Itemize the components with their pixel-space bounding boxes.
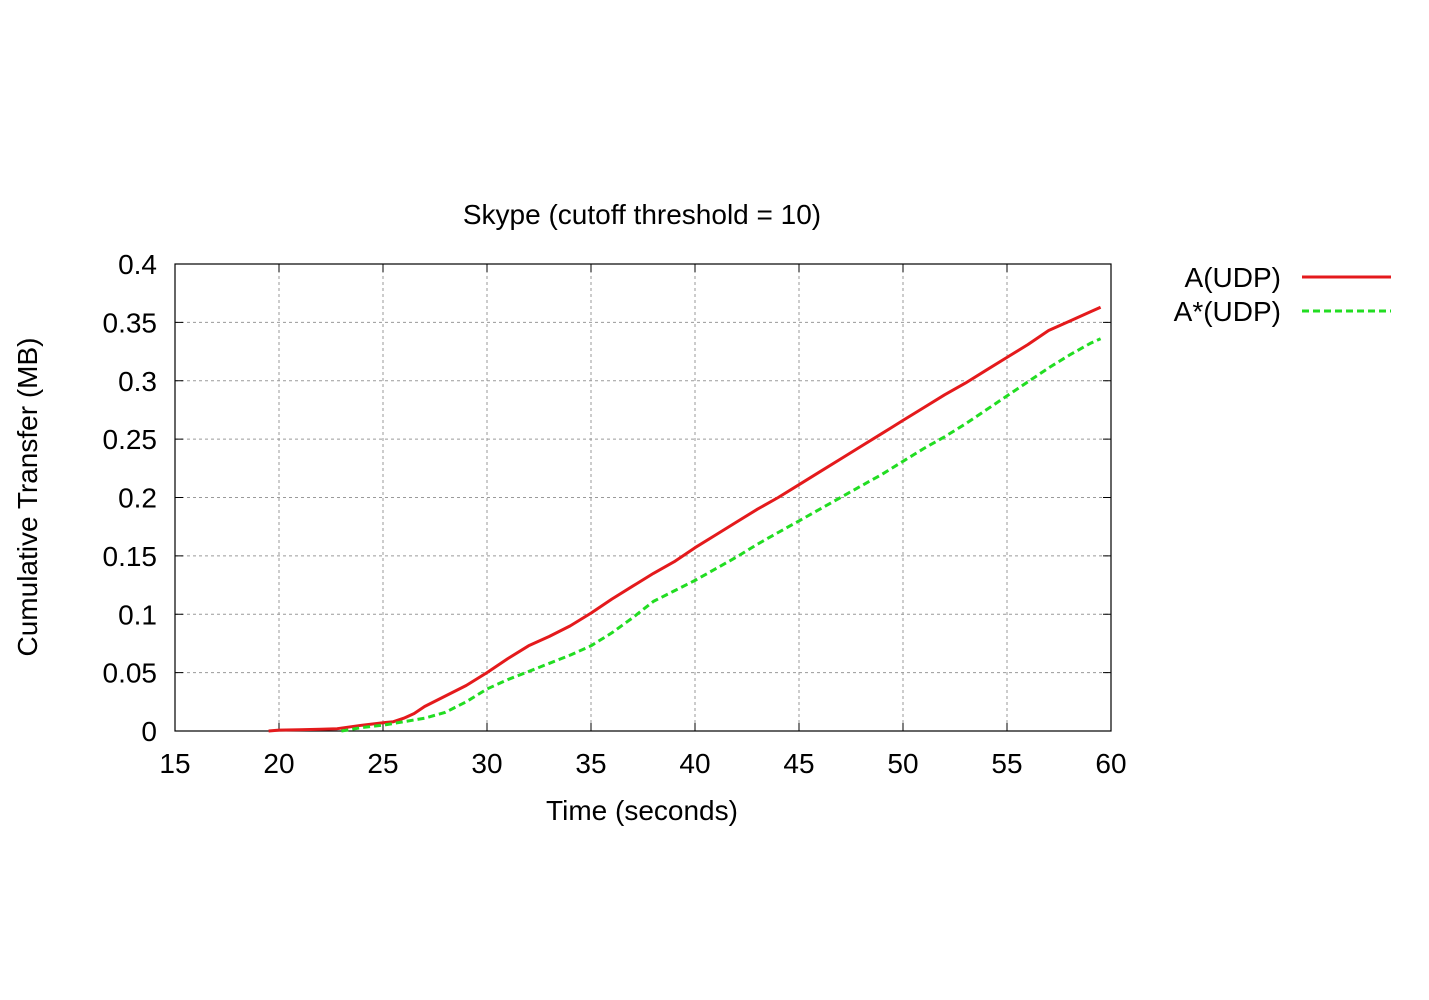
chart-title: Skype (cutoff threshold = 10) bbox=[463, 199, 821, 230]
x-tick-label: 25 bbox=[367, 748, 398, 779]
y-tick-label: 0.05 bbox=[103, 658, 158, 689]
series-line-a-udp bbox=[268, 305, 1102, 733]
x-tick-label: 45 bbox=[783, 748, 814, 779]
y-tick-label: 0.2 bbox=[118, 483, 157, 514]
y-tick-label: 0.4 bbox=[118, 249, 157, 280]
series-line-a-udp bbox=[341, 337, 1102, 733]
axis-ticks: 15 20 25 30 35 40 45 50 55 60 0 0.05 0.1 0.15 0.2 0.25 0… bbox=[103, 249, 1127, 779]
legend: A(UDP)A*(UDP) bbox=[1174, 262, 1391, 327]
x-tick-label: 60 bbox=[1095, 748, 1126, 779]
x-tick-label: 15 bbox=[159, 748, 190, 779]
x-tick-label: 35 bbox=[575, 748, 606, 779]
y-tick-label: 0.15 bbox=[103, 541, 158, 572]
y-tick-label: 0.35 bbox=[103, 307, 158, 338]
y-axis-label: Cumulative Transfer (MB) bbox=[12, 338, 43, 657]
y-tick-label: 0.25 bbox=[103, 424, 158, 455]
x-tick-label: 40 bbox=[679, 748, 710, 779]
x-tick-label: 30 bbox=[471, 748, 502, 779]
x-axis-label: Time (seconds) bbox=[546, 795, 738, 826]
y-tick-label: 0 bbox=[141, 716, 157, 747]
x-tick-label: 55 bbox=[991, 748, 1022, 779]
series-lines bbox=[268, 305, 1102, 733]
x-tick-label: 20 bbox=[263, 748, 294, 779]
legend-label-a-udp: A*(UDP) bbox=[1174, 296, 1281, 327]
legend-label-a-udp: A(UDP) bbox=[1185, 262, 1281, 293]
y-tick-label: 0.3 bbox=[118, 366, 157, 397]
y-tick-label: 0.1 bbox=[118, 599, 157, 630]
grid bbox=[175, 264, 1111, 731]
x-tick-label: 50 bbox=[887, 748, 918, 779]
